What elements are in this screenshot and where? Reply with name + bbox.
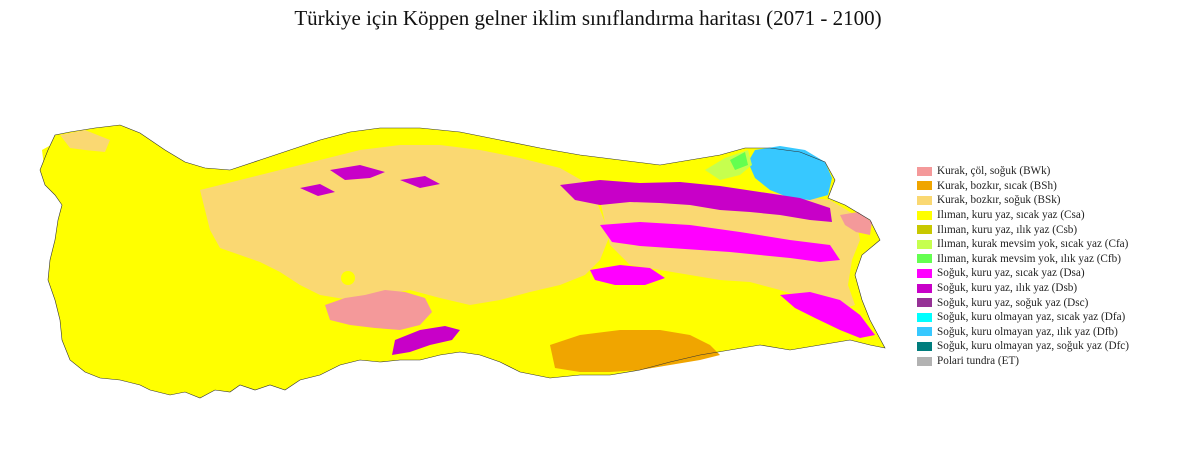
legend-swatch	[917, 327, 932, 337]
legend-item: Soğuk, kuru olmayan yaz, sıcak yaz (Dfa)	[917, 310, 1129, 325]
legend-item: Soğuk, kuru yaz, soğuk yaz (Dsc)	[917, 295, 1129, 310]
legend-item: Kurak, çöl, soğuk (BWk)	[917, 164, 1129, 179]
legend-swatch	[917, 239, 932, 249]
legend-item: Ilıman, kurak mevsim yok, ılık yaz (Cfb)	[917, 252, 1129, 267]
legend: Kurak, çöl, soğuk (BWk) Kurak, bozkır, sı…	[917, 164, 1129, 368]
legend-swatch	[917, 283, 932, 293]
legend-item: Kurak, bozkır, sıcak (BSh)	[917, 179, 1129, 194]
dfb-northeast	[748, 146, 832, 200]
legend-label: Kurak, bozkır, sıcak (BSh)	[937, 179, 1057, 192]
legend-label: Ilıman, kurak mevsim yok, sıcak yaz (Cfa…	[937, 238, 1129, 251]
bsh-southeast	[550, 330, 720, 372]
legend-label: Soğuk, kuru olmayan yaz, soğuk yaz (Dfc)	[937, 340, 1130, 353]
dsa-east-band	[600, 222, 840, 262]
country-outline	[39, 124, 886, 399]
legend-swatch	[917, 210, 932, 220]
legend-label: Soğuk, kuru yaz, soğuk yaz (Dsc)	[937, 296, 1089, 309]
legend-label: Ilıman, kurak mevsim yok, ılık yaz (Cfb)	[937, 252, 1121, 265]
dsb-south-patch	[392, 326, 460, 355]
legend-label: Kurak, çöl, soğuk (BWk)	[937, 165, 1051, 178]
legend-item: Soğuk, kuru yaz, ılık yaz (Dsb)	[917, 281, 1129, 296]
legend-item: Kurak, bozkır, soğuk (BSk)	[917, 193, 1129, 208]
legend-swatch	[917, 225, 932, 235]
legend-item: Soğuk, kuru yaz, sıcak yaz (Dsa)	[917, 266, 1129, 281]
bwk-east	[840, 212, 872, 235]
legend-label: Kurak, bozkır, soğuk (BSk)	[937, 194, 1061, 207]
bsk-northwest-patch	[60, 130, 110, 152]
legend-label: Polari tundra (ET)	[937, 355, 1020, 368]
legend-label: Ilıman, kuru yaz, sıcak yaz (Csa)	[937, 209, 1085, 222]
legend-item: Ilıman, kuru yaz, sıcak yaz (Csa)	[917, 208, 1129, 223]
legend-swatch	[917, 341, 932, 351]
bsk-central-plateau	[200, 145, 610, 305]
legend-swatch	[917, 356, 932, 366]
legend-swatch	[917, 195, 932, 205]
legend-swatch	[917, 312, 932, 322]
legend-label: Soğuk, kuru yaz, sıcak yaz (Dsa)	[937, 267, 1085, 280]
legend-label: Soğuk, kuru yaz, ılık yaz (Dsb)	[937, 282, 1078, 295]
legend-label: Soğuk, kuru olmayan yaz, sıcak yaz (Dfa)	[937, 311, 1126, 324]
legend-swatch	[917, 166, 932, 176]
legend-item: Ilıman, kurak mevsim yok, sıcak yaz (Cfa…	[917, 237, 1129, 252]
legend-swatch	[917, 254, 932, 264]
legend-item: Soğuk, kuru olmayan yaz, soğuk yaz (Dfc)	[917, 339, 1129, 354]
dsa-southeast-patch	[780, 292, 875, 338]
legend-swatch	[917, 298, 932, 308]
bwk-central	[325, 290, 432, 330]
lake-yellow-spot	[341, 271, 355, 285]
dsb-north-patch-2	[300, 184, 335, 196]
dsa-east-patch-2	[590, 265, 665, 285]
dsb-north-patch-1	[330, 165, 385, 180]
map-title: Türkiye için Köppen gelner iklim sınıfla…	[294, 6, 882, 30]
legend-swatch	[917, 181, 932, 191]
legend-label: Soğuk, kuru olmayan yaz, ılık yaz (Dfb)	[937, 325, 1118, 338]
legend-item: Soğuk, kuru olmayan yaz, ılık yaz (Dfb)	[917, 325, 1129, 340]
turkey-climate-map	[39, 124, 886, 399]
dsb-north-band	[560, 180, 832, 222]
cfb-northeast-coast	[730, 152, 748, 170]
legend-swatch	[917, 268, 932, 278]
legend-item: Ilıman, kuru yaz, ılık yaz (Csb)	[917, 222, 1129, 237]
legend-item: Polari tundra (ET)	[917, 354, 1129, 369]
legend-label: Ilıman, kuru yaz, ılık yaz (Csb)	[937, 223, 1078, 236]
dsb-north-patch-3	[400, 176, 440, 188]
